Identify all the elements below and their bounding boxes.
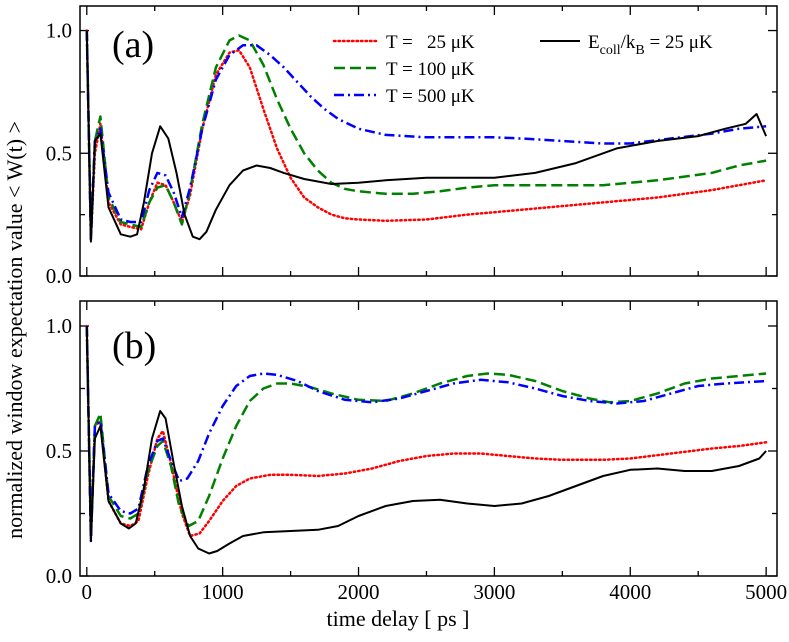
- y-axis-title: normalized window expectation value < W(…: [2, 121, 27, 539]
- ticks-layer: 0.0 0.5 1.0 0.0 0.5 1.0 0 1000 2000 3000 4000 5000: [46, 6, 787, 604]
- legend-label-25uk: T = 25 μK: [386, 32, 475, 53]
- series-line-a-3: [85, 30, 768, 243]
- y-tick-label: 0.0: [46, 264, 72, 288]
- series-line-a-0: [85, 29, 768, 241]
- y-tick-label: 1.0: [46, 19, 72, 43]
- legend-label-100uk: T = 100 μK: [386, 59, 475, 80]
- panel-b-label: (b): [112, 325, 156, 367]
- series-line-b-3: [85, 325, 767, 555]
- series-line-a-1: [85, 30, 767, 238]
- x-tick-label: 3000: [473, 580, 515, 604]
- x-tick-label: 1000: [202, 580, 244, 604]
- panel-a-series: [85, 29, 768, 243]
- x-tick-label: 5000: [745, 580, 787, 604]
- legend: T = 25 μK T = 100 μK T = 500 μK Ecoll/kB…: [332, 32, 713, 107]
- panel-b-frame: [79, 300, 778, 577]
- y-tick-label: 0.5: [46, 141, 72, 165]
- x-tick-label: 2000: [338, 580, 380, 604]
- y-tick-label: 1.0: [46, 314, 72, 338]
- x-tick-label: 4000: [609, 580, 651, 604]
- legend-label-ecoll: Ecoll/kB = 25 μK: [588, 32, 713, 58]
- legend-label-500uk: T = 500 μK: [386, 86, 475, 107]
- x-axis-title: time delay [ ps ]: [327, 606, 470, 631]
- series-line-b-1: [85, 325, 767, 538]
- series-line-b-2: [85, 325, 767, 543]
- y-tick-label: 0.0: [46, 564, 72, 588]
- panel-a-frame: [79, 5, 778, 277]
- y-tick-label: 0.5: [46, 439, 72, 463]
- series-line-b-0: [85, 324, 768, 540]
- panel-a-label: (a): [112, 24, 154, 66]
- panel-b-series: [85, 324, 768, 555]
- series-line-a-2: [85, 30, 767, 241]
- x-tick-label: 0: [82, 580, 93, 604]
